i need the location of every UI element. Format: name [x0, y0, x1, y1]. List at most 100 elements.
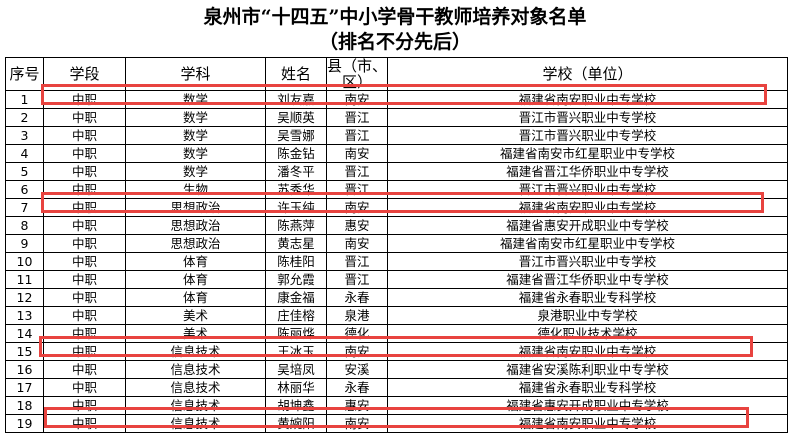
cell-county: 惠安 — [326, 216, 388, 235]
cell-subject: 体育 — [125, 270, 266, 289]
table-row: 18 中职 信息技术 胡坤鑫 惠安 福建省惠安开成职业中专学校 — [5, 396, 788, 415]
cell-stage: 中职 — [43, 162, 126, 181]
cell-index: 5 — [5, 162, 44, 181]
cell-subject: 思想政治 — [125, 198, 266, 217]
cell-index: 9 — [5, 234, 44, 253]
cell-stage: 中职 — [43, 378, 126, 397]
cell-subject: 数学 — [125, 90, 266, 109]
cell-index: 19 — [5, 414, 44, 433]
header-index: 序号 — [5, 57, 44, 91]
cell-county: 泉港 — [326, 306, 388, 325]
cell-name: 康金福 — [265, 288, 327, 307]
cell-stage: 中职 — [43, 126, 126, 145]
cell-stage: 中职 — [43, 306, 126, 325]
cell-school: 晋江市晋兴职业中专学校 — [387, 252, 788, 271]
cell-index: 3 — [5, 126, 44, 145]
teacher-list-table: 序号 学段 学科 姓名 县（市、区） 学校（单位） 1 中职 数学 刘友嘉 南安 福建省南… — [5, 57, 788, 433]
table-row: 17 中职 信息技术 林丽华 永春 福建省永春职业专科学校 — [5, 378, 788, 397]
cell-stage: 中职 — [43, 324, 126, 343]
table-header-row: 序号 学段 学科 姓名 县（市、区） 学校（单位） — [5, 57, 788, 91]
cell-stage: 中职 — [43, 108, 126, 127]
cell-subject: 信息技术 — [125, 396, 266, 415]
cell-county: 晋江 — [326, 270, 388, 289]
table-row: 19 中职 信息技术 黄婉阳 南安 福建省南安职业中专学校 — [5, 414, 788, 433]
cell-name: 苏秀华 — [265, 180, 327, 199]
table-row: 7 中职 思想政治 许玉纯 南安 福建省南安职业中专学校 — [5, 198, 788, 217]
cell-name: 陈燕萍 — [265, 216, 327, 235]
cell-subject: 数学 — [125, 126, 266, 145]
cell-school: 福建省南安市红星职业中专学校 — [387, 234, 788, 253]
table-row: 11 中职 体育 郭允霞 晋江 福建省晋江华侨职业中专学校 — [5, 270, 788, 289]
table-row: 12 中职 体育 康金福 永春 福建省永春职业专科学校 — [5, 288, 788, 307]
cell-index: 2 — [5, 108, 44, 127]
cell-name: 胡坤鑫 — [265, 396, 327, 415]
cell-school: 晋江市晋兴职业中专学校 — [387, 180, 788, 199]
cell-subject: 生物 — [125, 180, 266, 199]
cell-county: 德化 — [326, 324, 388, 343]
cell-name: 吴顺英 — [265, 108, 327, 127]
cell-school: 德化职业技术学校 — [387, 324, 788, 343]
cell-name: 庄佳榕 — [265, 306, 327, 325]
cell-school: 福建省南安职业中专学校 — [387, 90, 788, 109]
document-subtitle: （排名不分先后） — [318, 31, 471, 53]
cell-county: 南安 — [326, 234, 388, 253]
cell-index: 4 — [5, 144, 44, 163]
cell-school: 福建省南安职业中专学校 — [387, 198, 788, 217]
cell-name: 刘友嘉 — [265, 90, 327, 109]
table-row: 2 中职 数学 吴顺英 晋江 晋江市晋兴职业中专学校 — [5, 108, 788, 127]
cell-index: 13 — [5, 306, 44, 325]
cell-school: 福建省惠安开成职业中专学校 — [387, 396, 788, 415]
cell-index: 8 — [5, 216, 44, 235]
cell-school: 晋江市晋兴职业中专学校 — [387, 108, 788, 127]
cell-subject: 美术 — [125, 324, 266, 343]
cell-county: 南安 — [326, 342, 388, 361]
table-row: 8 中职 思想政治 陈燕萍 惠安 福建省惠安开成职业中专学校 — [5, 216, 788, 235]
cell-school: 福建省永春职业专科学校 — [387, 288, 788, 307]
header-school: 学校（单位） — [387, 57, 788, 91]
cell-name: 吴雪娜 — [265, 126, 327, 145]
cell-name: 吴培凤 — [265, 360, 327, 379]
cell-subject: 数学 — [125, 108, 266, 127]
cell-stage: 中职 — [43, 234, 126, 253]
cell-county: 永春 — [326, 288, 388, 307]
cell-stage: 中职 — [43, 360, 126, 379]
cell-subject: 信息技术 — [125, 342, 266, 361]
cell-subject: 体育 — [125, 288, 266, 307]
cell-index: 14 — [5, 324, 44, 343]
cell-subject: 美术 — [125, 306, 266, 325]
cell-school: 福建省安溪陈利职业中专学校 — [387, 360, 788, 379]
table-row: 16 中职 信息技术 吴培凤 安溪 福建省安溪陈利职业中专学校 — [5, 360, 788, 379]
cell-subject: 信息技术 — [125, 360, 266, 379]
cell-county: 南安 — [326, 198, 388, 217]
cell-index: 10 — [5, 252, 44, 271]
cell-stage: 中职 — [43, 216, 126, 235]
cell-index: 7 — [5, 198, 44, 217]
table-row: 3 中职 数学 吴雪娜 晋江 晋江市晋兴职业中专学校 — [5, 126, 788, 145]
table-row: 5 中职 数学 潘冬平 晋江 福建省晋江华侨职业中专学校 — [5, 162, 788, 181]
cell-school: 福建省晋江华侨职业中专学校 — [387, 270, 788, 289]
cell-index: 15 — [5, 342, 44, 361]
cell-name: 郭允霞 — [265, 270, 327, 289]
cell-county: 晋江 — [326, 126, 388, 145]
cell-school: 福建省永春职业专科学校 — [387, 378, 788, 397]
cell-county: 南安 — [326, 414, 388, 433]
cell-stage: 中职 — [43, 144, 126, 163]
table-row: 13 中职 美术 庄佳榕 泉港 泉港职业中专学校 — [5, 306, 788, 325]
cell-subject: 信息技术 — [125, 378, 266, 397]
cell-school: 晋江市晋兴职业中专学校 — [387, 126, 788, 145]
cell-stage: 中职 — [43, 198, 126, 217]
table-row: 15 中职 信息技术 王冰玉 南安 福建省南安职业中专学校 — [5, 342, 788, 361]
cell-stage: 中职 — [43, 342, 126, 361]
cell-index: 18 — [5, 396, 44, 415]
cell-county: 晋江 — [326, 108, 388, 127]
cell-county: 南安 — [326, 90, 388, 109]
cell-county: 惠安 — [326, 396, 388, 415]
cell-county: 永春 — [326, 378, 388, 397]
cell-subject: 体育 — [125, 252, 266, 271]
table-row: 6 中职 生物 苏秀华 晋江 晋江市晋兴职业中专学校 — [5, 180, 788, 199]
cell-school: 福建省南安市红星职业中专学校 — [387, 144, 788, 163]
cell-subject: 信息技术 — [125, 414, 266, 433]
header-subject: 学科 — [125, 57, 266, 91]
cell-stage: 中职 — [43, 270, 126, 289]
cell-subject: 数学 — [125, 162, 266, 181]
